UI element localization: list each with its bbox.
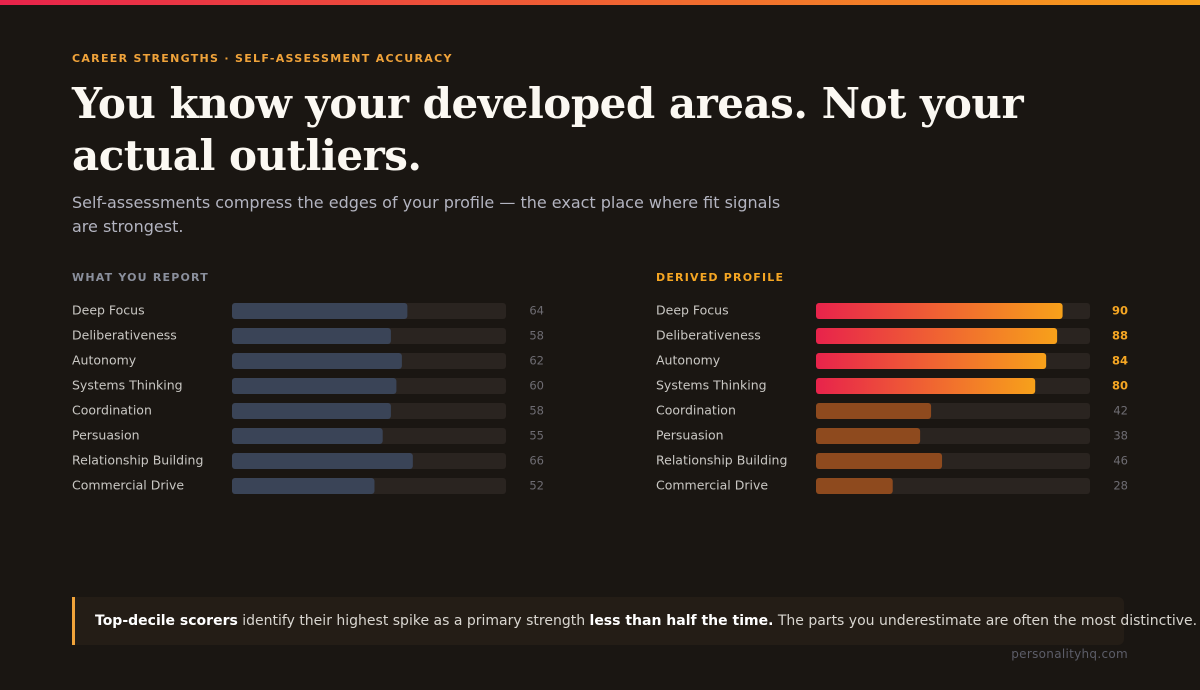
category-label: Deep Focus — [656, 303, 729, 318]
value-label: 42 — [1113, 404, 1128, 418]
category-label: Persuasion — [656, 428, 724, 443]
chart-title: WHAT YOU REPORT — [72, 271, 209, 284]
category-label: Coordination — [656, 403, 736, 418]
callout-text: The parts you underestimate are often th… — [773, 613, 1198, 629]
bar — [816, 403, 932, 419]
value-label: 80 — [1112, 379, 1128, 393]
value-label: 38 — [1113, 429, 1128, 443]
bar — [232, 353, 402, 369]
bar — [816, 328, 1058, 344]
subtitle: Self-assessments compress the edges of y… — [72, 193, 781, 236]
bar — [232, 428, 383, 444]
category-label: Commercial Drive — [656, 478, 768, 493]
category-label: Relationship Building — [72, 453, 203, 468]
category-label: Coordination — [72, 403, 152, 418]
chart: WHAT YOU REPORT Deep Focus 64 Deliberativen… — [72, 271, 544, 494]
callout-text: identify their highest spike as a primar… — [237, 613, 590, 629]
category-label: Systems Thinking — [656, 378, 767, 393]
category-label: Relationship Building — [656, 453, 787, 468]
value-label: 62 — [529, 354, 544, 368]
bar — [816, 453, 943, 469]
category-label: Persuasion — [72, 428, 140, 443]
bar — [816, 303, 1063, 319]
category-label: Autonomy — [656, 353, 721, 368]
bar — [232, 378, 397, 394]
value-label: 84 — [1112, 354, 1128, 368]
bar — [232, 478, 375, 494]
value-label: 55 — [529, 429, 544, 443]
chart: DERIVED PROFILE Deep Focus 90 Deliberativen… — [656, 271, 1128, 494]
bar — [816, 353, 1047, 369]
headline: You know your developed areas. Not your … — [72, 79, 1024, 180]
callout-text: less than half the time. — [589, 613, 774, 629]
bar — [232, 403, 391, 419]
value-label: 58 — [529, 404, 544, 418]
bar — [816, 428, 921, 444]
value-label: 58 — [529, 329, 544, 343]
value-label: 66 — [529, 454, 544, 468]
bar — [232, 328, 391, 344]
value-label: 64 — [529, 304, 544, 318]
value-label: 28 — [1113, 479, 1128, 493]
value-label: 88 — [1112, 329, 1128, 343]
callout: Top-decile scorers identify their highes… — [72, 597, 1197, 645]
footer: personalityhq.com — [1011, 647, 1128, 661]
category-label: Deliberativeness — [72, 328, 177, 343]
bar — [232, 453, 413, 469]
value-label: 60 — [529, 379, 544, 393]
bar — [816, 478, 893, 494]
value-label: 46 — [1113, 454, 1128, 468]
value-label: 90 — [1112, 304, 1128, 318]
category-label: Autonomy — [72, 353, 137, 368]
category-label: Deliberativeness — [656, 328, 761, 343]
bar — [232, 303, 408, 319]
bar — [816, 378, 1036, 394]
category-label: Deep Focus — [72, 303, 145, 318]
chart-title: DERIVED PROFILE — [656, 271, 784, 284]
value-label: 52 — [529, 479, 544, 493]
accent-bar — [0, 0, 1200, 5]
category-label: Systems Thinking — [72, 378, 183, 393]
category-label: Commercial Drive — [72, 478, 184, 493]
callout-text: Top-decile scorers — [95, 613, 238, 629]
eyebrow: CAREER STRENGTHS · SELF-ASSESSMENT ACCUR… — [72, 52, 453, 65]
